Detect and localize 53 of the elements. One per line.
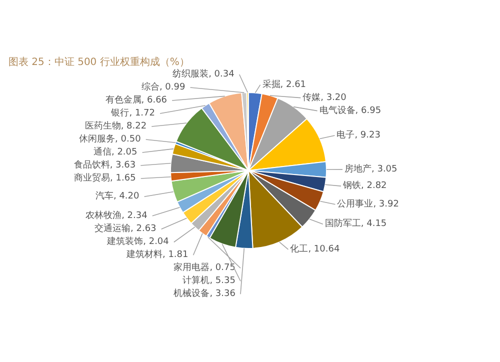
data-label: , 4.15	[360, 219, 387, 230]
data-label: , 10.64	[308, 244, 340, 254]
slice-label: 传媒	[302, 92, 321, 103]
data-label: , 4.20	[113, 192, 140, 202]
slice-label: 商业贸易	[74, 172, 110, 184]
data-label: , 6.95	[355, 106, 382, 116]
slice-label: 电气设备	[319, 104, 356, 116]
slice-label: 休闲服务	[79, 134, 116, 145]
data-label: , 0.75	[210, 263, 236, 274]
slice-label: 银行	[110, 108, 130, 119]
slice-label: 钢铁	[342, 180, 362, 192]
slice-label: 家用电器	[174, 262, 210, 274]
data-label: , 6.66	[141, 96, 168, 106]
data-label: , 0.99	[159, 82, 186, 93]
slice-label: 采掘	[262, 78, 280, 90]
slice-label: 有色金属	[105, 94, 142, 106]
data-label: , 2.05	[111, 148, 138, 158]
slice-label: 化工	[290, 243, 308, 254]
slice-label: 汽车	[95, 190, 114, 202]
slice-label: 机械设备	[174, 288, 210, 300]
slice-label: 纺织服装	[172, 68, 209, 80]
chart-title: 图表 25：中证 500 行业权重构成（%）	[8, 56, 190, 68]
data-label: , 1.81	[162, 250, 188, 260]
data-label: , 3.36	[210, 289, 236, 300]
slice-label: 食品饮料	[74, 160, 110, 171]
slice-label: 交通运输	[94, 223, 131, 234]
data-label: , 0.50	[115, 134, 142, 145]
data-label: , 3.05	[371, 164, 398, 174]
data-label: , 3.20	[320, 92, 347, 103]
data-label: , 2.61	[280, 80, 306, 90]
data-label: , 2.63	[130, 224, 156, 234]
slice-label: 电子	[336, 129, 355, 140]
slice-label: 建筑装饰	[106, 236, 144, 248]
data-label: , 0.34	[208, 70, 235, 80]
slice-label: 通信	[93, 146, 112, 158]
slice-label: 建筑材料	[125, 249, 162, 260]
slice-label: 房地产	[344, 163, 372, 174]
data-label: , 9.23	[354, 130, 380, 140]
data-label: , 5.35	[210, 276, 236, 286]
slice-label: 国防军工	[324, 218, 361, 230]
slice-label: 公用事业	[337, 198, 374, 210]
data-label: , 1.72	[129, 108, 155, 119]
slice-label: 计算机	[182, 275, 210, 286]
data-label: , 1.65	[110, 174, 136, 184]
slice-label: 农林牧渔	[86, 210, 122, 221]
data-label: , 3.63	[110, 160, 136, 171]
data-label: , 3.92	[373, 199, 399, 210]
slice-label: 医药生物	[84, 120, 121, 132]
data-label: , 2.04	[143, 237, 170, 248]
data-label: , 2.34	[122, 210, 148, 221]
slice-label: 综合	[141, 82, 160, 93]
data-label: , 2.82	[361, 181, 387, 192]
data-label: , 8.22	[120, 122, 147, 132]
